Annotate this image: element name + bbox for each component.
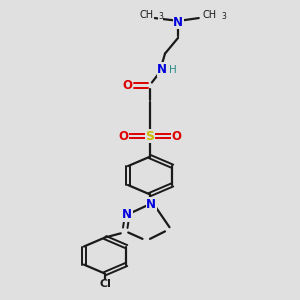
Text: 3: 3 bbox=[158, 12, 163, 21]
Text: 3: 3 bbox=[222, 12, 227, 21]
Text: N: N bbox=[122, 208, 132, 221]
Text: H: H bbox=[169, 65, 177, 75]
Text: N: N bbox=[173, 16, 183, 29]
Text: Cl: Cl bbox=[99, 279, 111, 289]
Text: CH: CH bbox=[203, 10, 217, 20]
Text: O: O bbox=[122, 79, 133, 92]
Text: O: O bbox=[119, 130, 129, 142]
Text: O: O bbox=[171, 130, 181, 142]
Text: S: S bbox=[146, 130, 154, 142]
Text: N: N bbox=[158, 63, 167, 76]
Text: N: N bbox=[146, 198, 156, 211]
Text: CH: CH bbox=[139, 10, 153, 20]
